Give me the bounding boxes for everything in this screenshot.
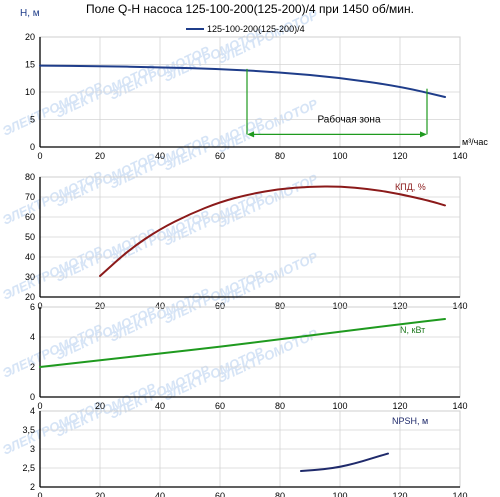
x-tick-label: 0 [37, 401, 42, 411]
y-tick-label: 30 [25, 272, 35, 282]
x-tick-label: 20 [95, 401, 105, 411]
x-tick-label: 40 [155, 401, 165, 411]
x-tick-label: 0 [37, 491, 42, 497]
y-tick-label: 5 [30, 115, 35, 125]
x-tick-label: 120 [392, 301, 407, 311]
y-tick-label: 4 [30, 332, 35, 342]
x-tick-label: 40 [155, 301, 165, 311]
watermark-text: ЭЛЕКТРОМОТОР [53, 380, 158, 440]
y-tick-label: 2 [30, 362, 35, 372]
x-tick-label: 40 [155, 491, 165, 497]
series-line [39, 64, 446, 98]
y-tick-label: 20 [25, 32, 35, 42]
y-tick-label: 4 [30, 406, 35, 416]
x-tick-label: 20 [95, 491, 105, 497]
x-tick-label: 0 [37, 301, 42, 311]
y-tick-label: 15 [25, 60, 35, 70]
x-tick-label: 60 [215, 151, 225, 161]
x-tick-label: 140 [452, 301, 467, 311]
y-tick-label: 3,5 [22, 425, 35, 435]
x-tick-label: 80 [275, 301, 285, 311]
curve-label: КПД, % [395, 182, 426, 192]
work-zone-label: Рабочая зона [317, 114, 380, 126]
x-tick-label: 40 [155, 151, 165, 161]
work-zone-arrowhead-right [420, 131, 427, 138]
y-tick-label: 2 [30, 482, 35, 492]
x-tick-label: 140 [452, 151, 467, 161]
y-tick-label: 40 [25, 252, 35, 262]
x-tick-label: 120 [392, 491, 407, 497]
y-tick-label: 80 [25, 172, 35, 182]
chart-panel: 0 20 40 60 80 100 120 140 0 2 4 6 N, кВт [30, 302, 468, 411]
y-tick-label: 60 [25, 212, 35, 222]
x-tick-label: 60 [215, 491, 225, 497]
watermark-text: ЭЛЕКТРОМОТОР [53, 303, 158, 363]
watermark-text: ЭЛЕКТРОМОТОР [215, 326, 320, 386]
y-tick-label: 70 [25, 192, 35, 202]
x-tick-label: 100 [332, 301, 347, 311]
legend-label: 125-100-200(125-200)/4 [207, 24, 305, 34]
curve-label: NPSH, м [392, 416, 428, 426]
watermark-text: ЭЛЕКТРОМОТОР [215, 171, 320, 231]
x-tick-label: 60 [215, 401, 225, 411]
x-tick-label: 120 [392, 401, 407, 411]
chart-panel: 0 20 40 60 80 100 120 140 0 5 10 15 20 Н, м м³/час 125-… [20, 8, 488, 161]
y-tick-label: 0 [30, 392, 35, 402]
x-tick-label: 20 [95, 301, 105, 311]
x-tick-label: 100 [332, 151, 347, 161]
y-tick-label: 10 [25, 87, 35, 97]
chart-panel: 0 20 40 60 80 100 120 140 2 2,5 3 3,5 4 NPSH, м [22, 406, 467, 497]
x-tick-label: 0 [37, 151, 42, 161]
series-line [99, 185, 446, 277]
x-tick-label: 100 [332, 401, 347, 411]
watermark-text: ЭЛЕКТРОМОТОР [53, 150, 158, 210]
x-tick-label: 140 [452, 401, 467, 411]
watermark-text: ЭЛЕКТРОМОТОР [161, 189, 266, 249]
curve-label: N, кВт [400, 325, 425, 335]
y-tick-label: 20 [25, 292, 35, 302]
x-tick-label: 80 [275, 151, 285, 161]
work-zone-arrowhead-left [247, 131, 254, 138]
watermark-text: ЭЛЕКТРОМОТОР [161, 114, 266, 174]
y-tick-label: 2,5 [22, 463, 35, 473]
chart-title: Поле Q-H насоса 125-100-200(125-200)/4 п… [86, 2, 414, 16]
watermark-text: ЭЛЕКТРОМОТОР [53, 61, 158, 121]
watermark-text: ЭЛЕКТРОМОТОР [161, 344, 266, 404]
x-tick-label: 80 [275, 491, 285, 497]
x-tick-label: 100 [332, 491, 347, 497]
x-tick-label: 60 [215, 301, 225, 311]
y-tick-label: 0 [30, 142, 35, 152]
y-tick-label: 50 [25, 232, 35, 242]
x-tick-label: 80 [275, 401, 285, 411]
watermark-text: ЭЛЕКТРОМОТОР [53, 225, 158, 285]
x-axis-label: м³/час [462, 137, 488, 147]
series-line [300, 452, 389, 472]
x-tick-label: 120 [392, 151, 407, 161]
watermark-text: ЭЛЕКТРОМОТОР [215, 249, 320, 309]
x-tick-label: 140 [452, 491, 467, 497]
y-tick-label: 6 [30, 302, 35, 312]
x-tick-label: 20 [95, 151, 105, 161]
series-line [39, 318, 446, 368]
y-tick-label: 3 [30, 444, 35, 454]
y-axis-label: Н, м [20, 8, 40, 19]
